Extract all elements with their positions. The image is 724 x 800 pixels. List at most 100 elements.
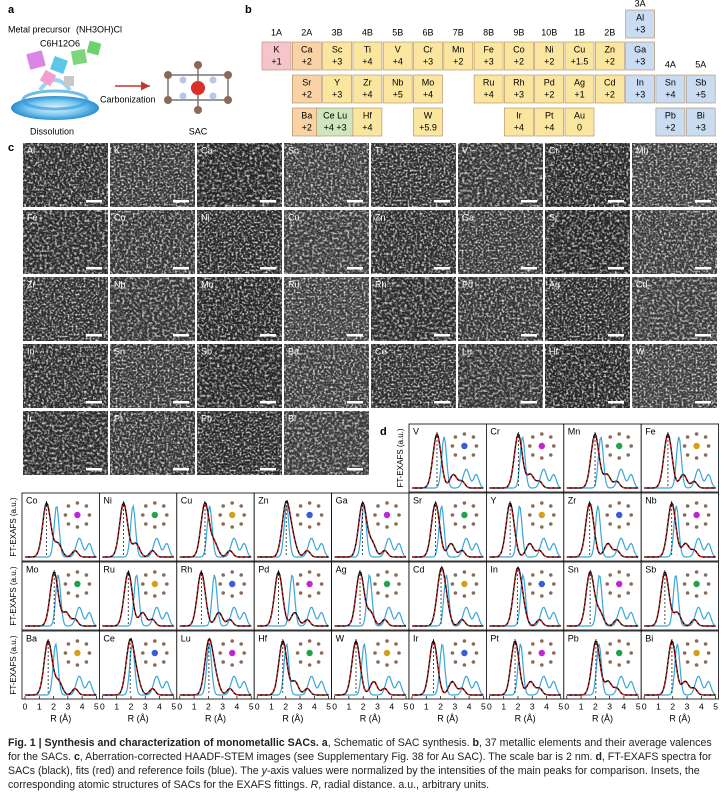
inset-atom [531, 591, 535, 595]
element-cell [352, 107, 383, 137]
inset-atom [682, 513, 687, 517]
inset-atom [549, 660, 553, 664]
x-tick-label: 1 [37, 701, 42, 711]
x-tick-label: 0 [564, 701, 569, 711]
inset-atom [75, 639, 80, 643]
x-axis-label: R (Å) [282, 713, 303, 723]
inset-atom [84, 504, 89, 508]
fit-curve [489, 568, 561, 627]
element-valence: +2 [453, 56, 463, 66]
inset-atom [694, 525, 699, 529]
group-header: 5A [695, 59, 706, 69]
reference-curve [566, 574, 639, 627]
panel-element-label: Bi [645, 633, 653, 643]
inset-center [151, 649, 158, 657]
inset-atom [605, 651, 609, 655]
panel-element-label: Ag [336, 564, 347, 574]
element-cell [534, 74, 565, 104]
fit-curve [179, 503, 252, 558]
stem-speckle [23, 143, 108, 207]
inset-atom [295, 651, 300, 655]
inset-atom [316, 504, 321, 508]
group-header: 3B [332, 27, 343, 37]
element-valence: +4 [393, 56, 403, 66]
x-tick-label: 5 [404, 701, 409, 711]
inset-atom [230, 570, 234, 574]
element-cell [382, 41, 413, 71]
inset-center [538, 442, 545, 450]
element-symbol: Fe [483, 44, 494, 54]
element-valence: +1 [574, 89, 584, 99]
inset-atom [629, 513, 633, 517]
x-axis-label: R (Å) [128, 713, 149, 723]
inset-atom [608, 642, 612, 646]
inset-atom [694, 456, 699, 460]
panel-element-label: Rh [181, 564, 193, 574]
panel-label: c [8, 142, 14, 154]
element-symbol: V [395, 44, 401, 54]
fit-curve [644, 573, 716, 627]
element-valence: +2 [302, 122, 312, 132]
inset-atom [144, 642, 148, 646]
cube [86, 40, 102, 56]
inset-atom [84, 660, 89, 664]
inset-atom [462, 594, 467, 598]
reference-curve [489, 505, 562, 558]
stem-speckle [110, 210, 195, 274]
inset-atom [474, 582, 479, 586]
inset-atom [528, 582, 532, 586]
element-valence: +2 [605, 56, 615, 66]
inset-atom [75, 663, 80, 667]
stem-label: Cd [636, 279, 648, 289]
inset-center [74, 649, 81, 657]
element-valence: +2 [665, 122, 675, 132]
fit-curve [412, 503, 484, 558]
inset-atom [153, 501, 157, 505]
stem-label: Zn [375, 212, 386, 222]
inset-atom [298, 504, 303, 508]
inset-atom [376, 573, 380, 577]
x-tick-label: 3 [220, 701, 225, 711]
element-cell [473, 74, 504, 104]
x-tick-label: 0 [642, 701, 647, 711]
inset-atom [153, 639, 157, 643]
inset-atom [703, 504, 708, 508]
inset-atom [66, 573, 71, 577]
inset-atom [307, 501, 312, 505]
stem-label: Cr [549, 145, 559, 155]
inset-atom [471, 522, 476, 526]
inset-atom [239, 522, 243, 526]
element-symbol: Ni [545, 44, 554, 54]
group-header: 5B [392, 27, 403, 37]
inset-atom [703, 573, 708, 577]
element-symbol: W [424, 110, 433, 120]
inset-atom [63, 582, 68, 586]
reference-curve [412, 643, 484, 696]
element-symbol: Rh [513, 77, 525, 87]
inset-atom [230, 525, 234, 529]
scale-bar [86, 334, 102, 337]
inset-atom [549, 642, 553, 646]
stem-label: Sc [288, 145, 299, 155]
scale-bar [434, 267, 450, 270]
reference-curve [412, 505, 484, 558]
fit-curve [489, 642, 561, 696]
scale-bar [608, 334, 624, 337]
stem-label: Fe [27, 212, 38, 222]
inset-atom [549, 435, 553, 439]
inset-atom [165, 582, 169, 586]
inset-center [616, 511, 623, 519]
panel-element-label: Zn [258, 495, 269, 505]
scale-bar [86, 200, 102, 203]
inset-atom [617, 594, 621, 598]
inset-atom [221, 504, 225, 508]
x-tick-label: 0 [255, 701, 260, 711]
stem-label: Bi [288, 413, 296, 423]
stem-speckle [458, 344, 543, 408]
x-tick-label: 5 [249, 701, 254, 711]
inset-atom [474, 513, 479, 517]
caption-text: -axis values were normalized by the inte… [8, 765, 700, 791]
fit-curve [25, 642, 97, 696]
scale-bar [347, 267, 363, 270]
fit-curve [412, 567, 484, 627]
